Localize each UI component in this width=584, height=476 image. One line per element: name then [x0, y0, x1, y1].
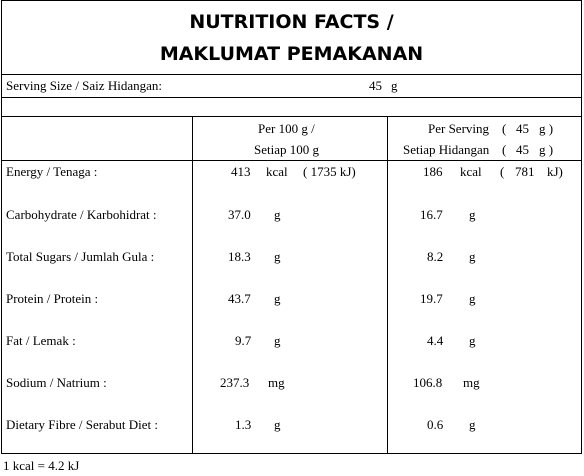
nutrient-label: Protein / Protein :	[6, 291, 99, 306]
unit-perserving: g	[469, 333, 476, 348]
value-per100: 43.7	[228, 291, 251, 306]
perserving-header-line1-open: (	[502, 121, 507, 136]
kj-perserving-close: kJ)	[547, 164, 563, 179]
perserving-header-line1-value: 45	[516, 121, 529, 136]
value-per100: 9.7	[235, 333, 252, 348]
value-perserving: 8.2	[427, 249, 444, 264]
nutrient-label: Sodium / Natrium :	[6, 375, 107, 390]
column-divider-1	[192, 116, 193, 453]
kj-perserving-open: (	[500, 164, 505, 179]
unit-per100: g	[274, 417, 281, 432]
value-per100: 237.3	[220, 375, 250, 390]
perserving-header-line2-label: Setiap Hidangan	[403, 142, 490, 157]
nutrient-label: Total Sugars / Jumlah Gula :	[6, 249, 155, 264]
column-divider-2	[387, 116, 388, 453]
unit-per100: kcal	[266, 164, 288, 179]
per100-header-line1: Per 100 g /	[258, 121, 315, 136]
unit-perserving: g	[469, 207, 476, 222]
unit-per100: g	[274, 291, 281, 306]
serving-size-unit: g	[391, 78, 398, 93]
energy-conversion-footnote: 1 kcal = 4.2 kJ	[3, 458, 80, 473]
unit-perserving: g	[469, 417, 476, 432]
value-per100: 1.3	[235, 417, 252, 432]
serving-size-label: Serving Size / Saiz Hidangan:	[6, 78, 162, 93]
perserving-header-line2-open: (	[502, 142, 507, 157]
nutrient-label: Carbohydrate / Karbohidrat :	[6, 207, 157, 222]
value-perserving: 106.8	[413, 375, 443, 390]
kj-perserving-value: 781	[515, 164, 535, 179]
value-per100: 37.0	[228, 207, 251, 222]
title-line-1: NUTRITION FACTS /	[189, 11, 394, 33]
nutrient-label: Fat / Lemak :	[6, 333, 76, 348]
kj-per100: ( 1735 kJ)	[303, 164, 356, 179]
unit-per100: mg	[268, 375, 285, 390]
unit-perserving: g	[469, 249, 476, 264]
value-perserving: 186	[423, 164, 443, 179]
unit-per100: g	[274, 249, 281, 264]
perserving-header-line2-unit: g )	[539, 142, 554, 157]
value-perserving: 4.4	[427, 333, 444, 348]
unit-perserving: mg	[463, 375, 480, 390]
value-perserving: 0.6	[427, 417, 444, 432]
perserving-header-line1-label: Per Serving	[428, 121, 490, 136]
per100-header-line2: Setiap 100 g	[254, 142, 319, 157]
value-perserving: 16.7	[420, 207, 443, 222]
perserving-header-line1-unit: g )	[539, 121, 554, 136]
title-block: NUTRITION FACTS / MAKLUMAT PEMAKANAN	[2, 1, 581, 75]
unit-perserving: kcal	[460, 164, 482, 179]
title-line-2: MAKLUMAT PEMAKANAN	[159, 43, 424, 65]
column-header-row: Per 100 g / Setiap 100 g Per Serving ( 4…	[2, 116, 581, 161]
perserving-header-line2-value: 45	[516, 142, 529, 157]
value-per100: 413	[231, 164, 251, 179]
unit-per100: g	[274, 207, 281, 222]
serving-size-row: Serving Size / Saiz Hidangan: 45 g	[2, 74, 581, 98]
value-per100: 18.3	[228, 249, 251, 264]
value-perserving: 19.7	[420, 291, 443, 306]
unit-per100: g	[274, 333, 281, 348]
unit-perserving: g	[469, 291, 476, 306]
nutrient-label: Energy / Tenaga :	[6, 164, 98, 179]
nutrient-label: Dietary Fibre / Serabut Diet :	[6, 417, 158, 432]
nutrition-facts-panel: NUTRITION FACTS / MAKLUMAT PEMAKANAN Ser…	[1, 0, 582, 454]
serving-size-value: 45	[369, 78, 382, 93]
